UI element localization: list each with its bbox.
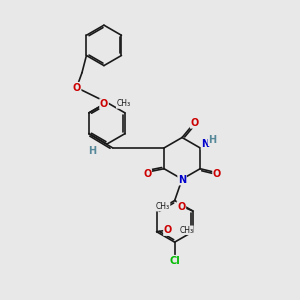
Text: H: H — [88, 146, 96, 157]
Text: N: N — [178, 175, 186, 185]
Text: Cl: Cl — [169, 256, 180, 266]
Text: CH₃: CH₃ — [156, 202, 170, 211]
Text: O: O — [213, 169, 221, 179]
Text: CH₃: CH₃ — [116, 99, 130, 108]
Text: O: O — [143, 169, 151, 179]
Text: O: O — [73, 82, 81, 93]
Text: H: H — [208, 136, 217, 146]
Text: O: O — [164, 225, 172, 235]
Text: O: O — [100, 99, 108, 109]
Text: N: N — [201, 140, 209, 149]
Text: O: O — [177, 202, 185, 212]
Text: O: O — [190, 118, 199, 128]
Text: CH₃: CH₃ — [179, 226, 194, 235]
